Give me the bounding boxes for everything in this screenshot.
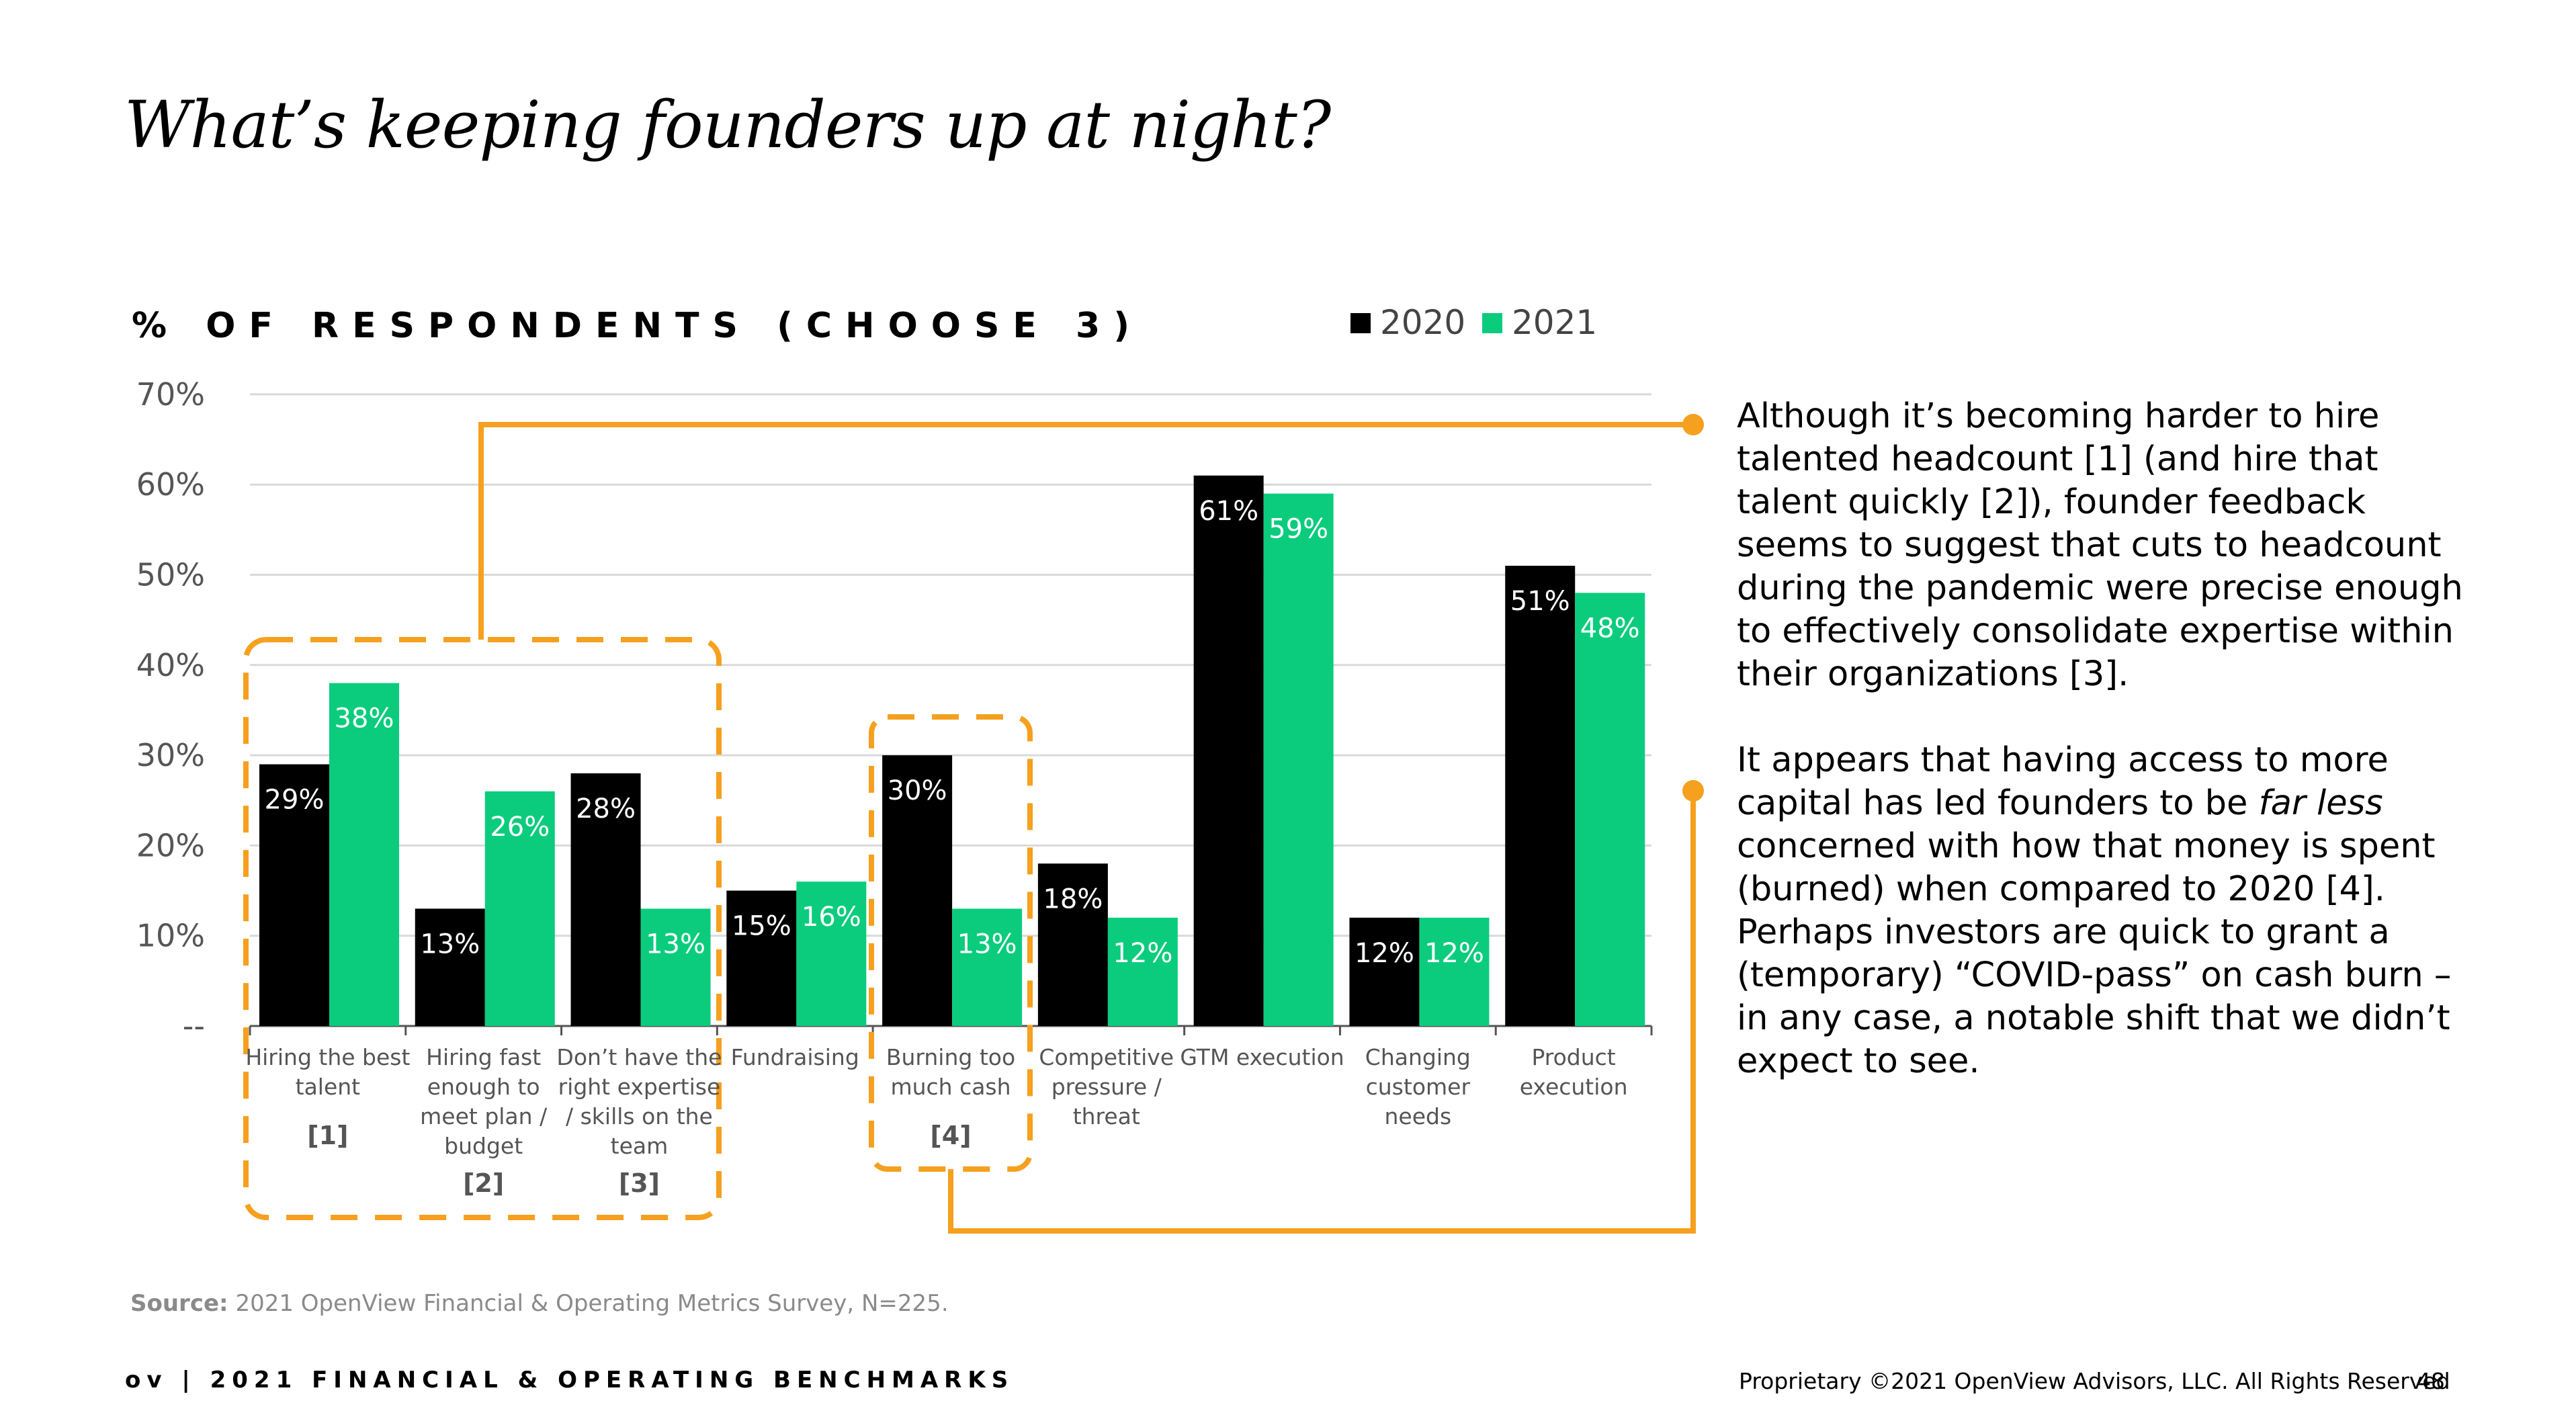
commentary-text: concerned with how that money is spent (…	[1737, 826, 2452, 1081]
chart-title: % OF RESPONDENTS (CHOOSE 3)	[132, 306, 1143, 346]
bar-2020	[415, 908, 485, 1026]
y-tick-label: 40%	[136, 647, 205, 683]
bar-2021	[1107, 917, 1178, 1026]
commentary-paragraph-2: It appears that having access to more ca…	[1737, 739, 2483, 1083]
category-label: Burning too	[886, 1044, 1015, 1070]
bar-2021	[640, 908, 711, 1026]
y-tick-label: 70%	[136, 376, 205, 413]
legend: 2020 2021	[1350, 303, 1597, 342]
bar-value-label: 26%	[490, 812, 550, 843]
bar-2021	[952, 908, 1023, 1026]
bar-value-label: 29%	[265, 785, 325, 816]
slide-title: What’s keeping founders up at night?	[124, 87, 1331, 163]
category-label: Hiring the best	[245, 1044, 410, 1070]
bar-2020	[1037, 863, 1108, 1026]
bar-value-label: 12%	[1113, 938, 1172, 969]
bar-2021	[1263, 493, 1334, 1026]
bar-2020	[882, 755, 953, 1026]
bar-value-label: 48%	[1580, 613, 1640, 644]
reference-label: [2]	[463, 1168, 504, 1198]
reference-label: [4]	[930, 1121, 971, 1150]
category-label: budget	[444, 1133, 523, 1159]
category-label: meet plan /	[420, 1103, 548, 1129]
y-tick-label: --	[183, 1008, 205, 1044]
connector-line-top	[478, 422, 1693, 640]
legend-label: 2020	[1380, 303, 1465, 342]
commentary: Although it’s becoming harder to hire ta…	[1737, 395, 2483, 1126]
category-label: needs	[1384, 1103, 1451, 1129]
category-label: Changing	[1365, 1044, 1471, 1070]
bar-2021	[796, 882, 867, 1026]
category-label: team	[611, 1133, 669, 1159]
bar-2021	[1419, 917, 1490, 1026]
category-label: customer	[1366, 1074, 1471, 1100]
bar-2020	[726, 890, 797, 1026]
labels: 29% 13% 28% 15% 30% 18% 61% 12% 51% 38% 26% 13% 16% 1…	[245, 496, 1639, 1198]
category-label: Don’t have the	[556, 1044, 722, 1070]
category-label: threat	[1073, 1103, 1140, 1129]
category-label: execution	[1520, 1074, 1628, 1100]
bar-2020	[1505, 566, 1576, 1026]
bar-value-label: 61%	[1199, 496, 1258, 527]
page-number: 48	[2417, 1368, 2445, 1394]
bar-value-label: 30%	[888, 775, 947, 806]
bar-2020	[570, 773, 641, 1026]
category-label: pressure /	[1051, 1074, 1162, 1100]
commentary-emphasis: far less	[2258, 783, 2383, 823]
connector-dot-top	[1682, 414, 1704, 435]
y-tick-label: 20%	[136, 827, 205, 863]
source-text: 2021 OpenView Financial & Operating Metr…	[228, 1290, 949, 1317]
highlight-callouts	[243, 414, 1704, 1234]
bar-value-label: 59%	[1269, 514, 1328, 545]
bar-2021	[329, 683, 399, 1026]
bar-value-label: 51%	[1510, 586, 1570, 617]
category-label: Hiring fast	[426, 1044, 541, 1070]
bar-2021	[1575, 593, 1645, 1026]
bar-value-label: 28%	[576, 794, 636, 824]
connector-line-bottom	[948, 791, 1696, 1234]
y-tick-label: 30%	[136, 737, 205, 773]
bar-2020	[1349, 917, 1420, 1026]
bar-value-label: 38%	[335, 703, 394, 734]
category-label: right expertise	[558, 1074, 721, 1100]
category-label: much cash	[890, 1074, 1011, 1100]
legend-label: 2021	[1512, 303, 1597, 342]
y-tick-label: 10%	[136, 918, 205, 954]
footer-copyright: Proprietary ©2021 OpenView Advisors, LLC…	[1739, 1368, 2450, 1394]
y-tick-label: 60%	[136, 466, 205, 503]
category-label: enough to	[427, 1074, 540, 1100]
reference-label: [1]	[307, 1121, 348, 1150]
bars	[259, 475, 1645, 1026]
category-label: talent	[296, 1074, 361, 1100]
category-label: Product	[1531, 1044, 1615, 1070]
legend-swatch	[1482, 313, 1502, 333]
category-label: Fundraising	[731, 1044, 859, 1070]
category-label: Competitive	[1039, 1044, 1174, 1070]
commentary-paragraph-1: Although it’s becoming harder to hire ta…	[1737, 396, 2463, 694]
connector-dot-bottom	[1682, 780, 1704, 802]
bar-value-label: 12%	[1355, 938, 1414, 969]
source-label: Source:	[130, 1290, 228, 1317]
bar-value-label: 12%	[1424, 938, 1484, 969]
source-note: Source: 2021 OpenView Financial & Operat…	[130, 1290, 949, 1317]
bar-value-label: 18%	[1043, 884, 1103, 914]
bar-value-label: 16%	[802, 902, 861, 933]
bar-value-label: 13%	[646, 929, 705, 959]
bar-2021	[484, 791, 555, 1026]
legend-swatch	[1350, 313, 1371, 333]
highlight-box-burn	[869, 714, 1033, 1172]
category-label: / skills on the	[566, 1103, 713, 1129]
bar-value-label: 13%	[420, 929, 480, 959]
category-label: GTM execution	[1180, 1044, 1344, 1070]
commentary-text: It appears that having access to more ca…	[1737, 740, 2389, 823]
bar-value-label: 15%	[732, 911, 791, 942]
y-tick-label: 50%	[136, 557, 205, 593]
reference-label: [3]	[619, 1168, 660, 1198]
bar-2020	[1193, 475, 1264, 1026]
bar-value-label: 13%	[957, 929, 1017, 959]
footer-brand: ov | 2021 FINANCIAL & OPERATING BENCHMAR…	[125, 1367, 1015, 1393]
highlight-box-hiring	[243, 637, 722, 1220]
bar-2020	[259, 764, 329, 1026]
